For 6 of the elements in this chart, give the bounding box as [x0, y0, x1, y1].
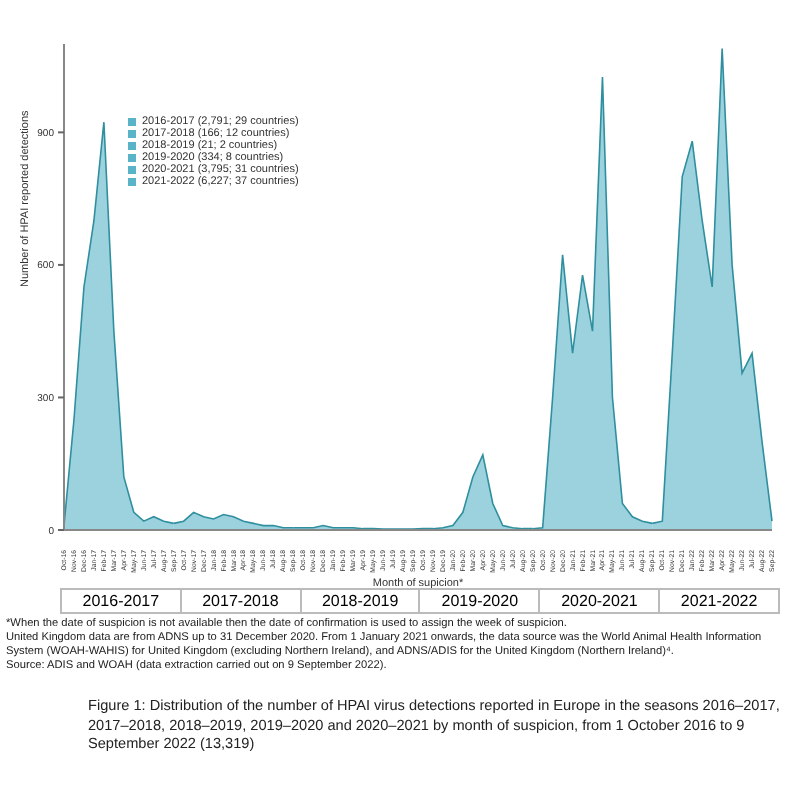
text: 2017-2018 — [179, 590, 300, 612]
text: 2021-2022 — [658, 590, 778, 612]
text: 2019-2020 — [418, 590, 539, 612]
text: 2020-2021 — [538, 590, 659, 612]
text: 2018-2019 — [299, 590, 419, 612]
text: 2016-2017 — [80, 590, 162, 612]
